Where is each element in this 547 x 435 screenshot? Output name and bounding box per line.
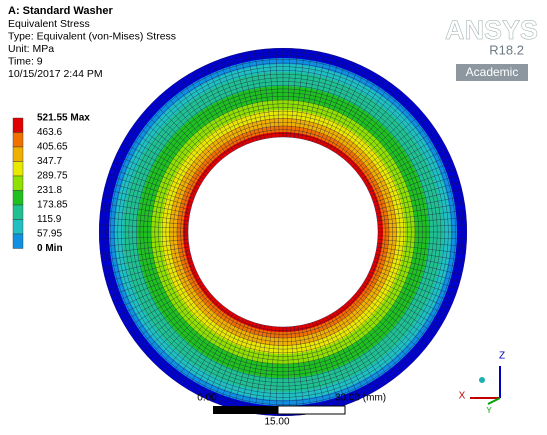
legend-label: 115.9 [37,214,62,225]
scale-black [213,406,278,414]
logo-release: R18.2 [489,42,524,57]
triad-y-label: Y [486,406,492,415]
legend-swatch [13,176,23,191]
scale-start: 0.00 [197,393,217,404]
scale-middle: 15.00 [264,417,289,428]
scale-white [278,406,345,414]
legend-swatch [13,220,23,235]
legend-label: 463.6 [37,127,62,138]
washer-mesh [99,48,467,416]
legend-swatch [13,133,23,148]
triad-z-label: Z [499,351,505,362]
legend-label: 0 Min [37,243,63,254]
legend-swatch [13,191,23,206]
scale-end: 30.00 (mm) [335,393,386,404]
logo-brand: ANSYS [445,15,538,45]
legend-label: 405.65 [37,142,68,153]
triad-x-label: X [459,391,466,402]
info-line: Type: Equivalent (von-Mises) Stress [8,30,176,42]
legend-swatch [13,205,23,220]
info-line: Time: 9 [8,56,43,68]
legend-swatch [13,234,23,249]
info-line: Unit: MPa [8,43,54,55]
legend-label: 231.8 [37,185,62,196]
legend-swatch [13,147,23,162]
legend-label: 289.75 [37,171,68,182]
info-line: 10/15/2017 2:44 PM [8,68,103,80]
legend-swatch [13,162,23,177]
info-line: Equivalent Stress [8,18,90,30]
triad-sphere [479,377,485,383]
viewport: A: Standard Washer Equivalent StressType… [0,0,547,430]
legend-label: 521.55 Max [37,113,90,124]
legend-label: 173.85 [37,200,68,211]
washer-hole [188,137,378,327]
legend-label: 57.95 [37,229,62,240]
model-title: A: Standard Washer [8,5,113,17]
logo-edition: Academic [466,65,519,79]
legend-swatch [13,118,23,133]
legend-label: 347.7 [37,156,62,167]
